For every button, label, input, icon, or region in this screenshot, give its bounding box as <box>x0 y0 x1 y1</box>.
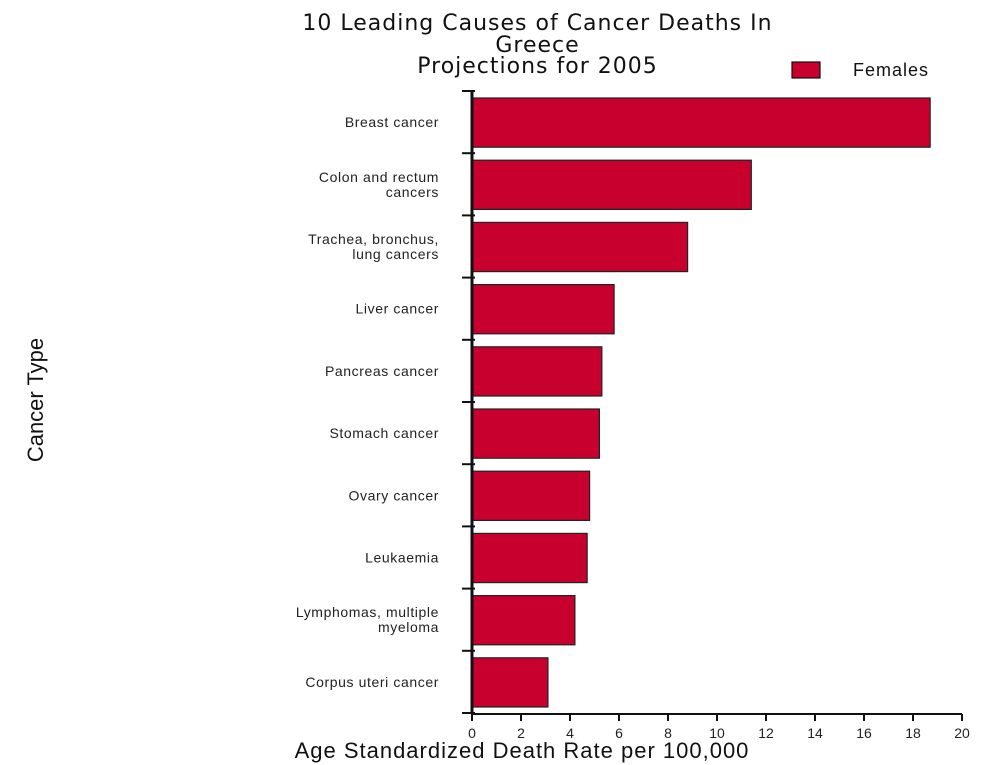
bar-4 <box>471 346 603 397</box>
bar-3 <box>471 284 615 335</box>
legend-swatch-females <box>791 61 821 79</box>
x-tick-label-2: 4 <box>566 725 574 741</box>
legend: Females <box>791 60 929 80</box>
x-tick-label-6: 12 <box>758 725 774 741</box>
category-label-6: Ovary cancer <box>349 487 439 503</box>
x-tick-label-5: 10 <box>709 725 725 741</box>
bar-8 <box>471 594 576 646</box>
y-axis-title: Cancer Type <box>23 338 48 462</box>
category-label-3: Liver cancer <box>356 301 439 317</box>
x-axis-title: Age Standardized Death Rate per 100,000 <box>295 738 750 763</box>
category-label-2: Trachea, bronchus, lung cancers <box>308 231 439 262</box>
category-label-5: Stomach cancer <box>329 425 439 441</box>
x-tick-label-1: 2 <box>517 725 525 741</box>
category-label-8: Lymphomas, multiple myeloma <box>296 604 439 635</box>
bar-6 <box>471 470 591 522</box>
chart-title-line-2: Greece <box>495 33 580 58</box>
bar-2 <box>471 221 689 273</box>
bar-9 <box>471 657 549 708</box>
bar-5 <box>471 408 601 459</box>
bar-7 <box>471 532 588 584</box>
x-tick-label-0: 0 <box>468 725 476 741</box>
category-label-7: Leukaemia <box>365 550 439 566</box>
x-ticks-group: 0 2 4 6 8 10 12 14 16 18 20 <box>468 714 970 741</box>
category-labels-group: Breast cancer Colon and rectum cancers Trac… <box>296 114 439 690</box>
x-tick-label-3: 6 <box>615 725 623 741</box>
x-tick-label-4: 8 <box>664 725 672 741</box>
x-tick-label-9: 18 <box>905 725 921 741</box>
x-tick-label-8: 16 <box>856 725 872 741</box>
x-tick-label-7: 14 <box>807 725 823 741</box>
chart-title-line-1: 10 Leading Causes of Cancer Deaths In <box>302 11 773 36</box>
x-tick-label-10: 20 <box>954 725 970 741</box>
category-label-0: Breast cancer <box>345 114 439 130</box>
bars-group <box>471 97 931 708</box>
legend-label-females: Females <box>853 60 929 80</box>
chart-subtitle: Projections for 2005 <box>417 54 658 79</box>
bar-0 <box>471 97 931 148</box>
category-label-4: Pancreas cancer <box>325 363 439 379</box>
bar-1 <box>471 159 752 210</box>
category-label-9: Corpus uteri cancer <box>305 674 439 690</box>
category-label-1: Colon and rectum cancers <box>319 169 439 200</box>
